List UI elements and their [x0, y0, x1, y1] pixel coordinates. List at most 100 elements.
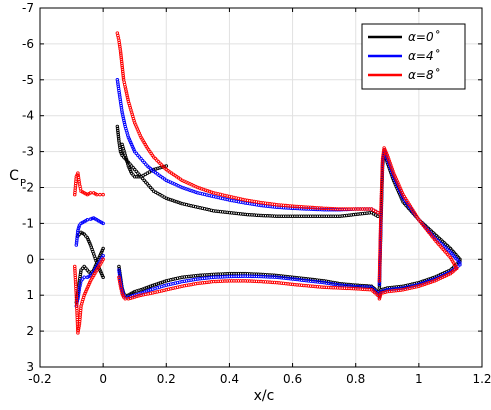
data-point [115, 124, 120, 129]
x-tick-label: 0.2 [157, 372, 176, 386]
data-point [120, 112, 125, 116]
data-point [458, 261, 462, 265]
legend: α=0˚ α=4˚ α=8˚ [361, 23, 466, 90]
data-point [75, 230, 80, 235]
data-point [458, 262, 462, 267]
data-point [116, 137, 121, 141]
data-point [137, 174, 141, 179]
data-point [377, 297, 382, 301]
data-point [119, 55, 123, 59]
data-point [123, 295, 127, 299]
data-point [116, 130, 120, 135]
data-point [121, 75, 126, 80]
data-point [101, 275, 105, 280]
data-point [95, 192, 99, 197]
data-point [85, 218, 90, 222]
data-point [75, 237, 79, 241]
data-point [88, 217, 93, 221]
x-tick-label: 1 [415, 372, 423, 386]
data-point [76, 228, 80, 233]
data-point [82, 275, 86, 280]
y-axis-title-subscript: P [20, 178, 26, 189]
legend-label: α=0˚ [408, 29, 440, 44]
data-points [72, 31, 462, 335]
data-point [77, 225, 81, 229]
data-point [76, 227, 81, 231]
y-tick-label: -7 [22, 1, 34, 15]
data-point [454, 266, 459, 271]
data-point [118, 51, 123, 55]
data-point [124, 89, 128, 93]
data-point [119, 59, 124, 64]
data-point [121, 69, 125, 74]
data-point [122, 118, 126, 123]
data-point [119, 53, 123, 57]
data-point [123, 87, 128, 91]
axis-ticks: -0.2 0 0.2 0.4 0.6 0.8 1 1.2 -7 -6 -5 -4 -3 -2 -1 0 1 2 3 [22, 1, 491, 386]
data-point [98, 192, 102, 197]
data-point [132, 174, 137, 179]
y-tick-label: 1 [26, 288, 34, 302]
data-point [101, 257, 105, 262]
data-point [126, 97, 130, 102]
x-tick-label: 1.2 [472, 372, 491, 386]
data-point [118, 49, 123, 53]
data-point [119, 57, 124, 62]
data-point [116, 134, 121, 139]
legend-label: α=8˚ [408, 67, 440, 82]
y-tick-label: -2 [22, 181, 34, 195]
x-tick-label: 0 [99, 372, 107, 386]
data-point [378, 293, 383, 297]
y-tick-label: -6 [22, 37, 34, 51]
data-point [101, 221, 105, 226]
data-point [120, 65, 125, 70]
series-ff0000 [72, 31, 459, 335]
data-point [74, 241, 79, 245]
y-axis-title-main: C [9, 168, 19, 184]
data-point [74, 243, 79, 247]
y-tick-label: -3 [22, 145, 34, 159]
data-point [101, 246, 105, 251]
data-point [135, 174, 139, 179]
data-point [378, 295, 382, 299]
y-tick-label: 2 [26, 324, 34, 338]
data-point [124, 91, 129, 95]
data-point [125, 93, 129, 97]
data-point [75, 239, 79, 243]
data-point [90, 216, 94, 221]
x-axis-title: x/c [254, 388, 275, 404]
data-point [376, 210, 380, 215]
data-point [121, 73, 125, 78]
data-point [101, 192, 105, 197]
data-point [125, 95, 130, 99]
data-point [120, 61, 124, 66]
y-tick-label: -5 [22, 73, 34, 87]
data-point [376, 214, 380, 218]
x-tick-label: -0.2 [28, 372, 51, 386]
data-point [121, 71, 125, 76]
data-point [88, 191, 93, 195]
x-tick-label: 0.8 [346, 372, 365, 386]
y-tick-label: -4 [22, 109, 34, 123]
data-point [120, 67, 125, 72]
data-point [120, 63, 124, 68]
data-point [121, 116, 126, 121]
data-point [75, 234, 79, 239]
x-tick-label: 0.4 [220, 372, 239, 386]
data-point [115, 126, 120, 131]
data-point [101, 253, 105, 258]
data-point [120, 110, 124, 114]
data-point [121, 114, 125, 118]
y-axis-title: C P [9, 168, 26, 189]
data-point [123, 122, 127, 127]
data-point [123, 85, 127, 89]
y-tick-label: 3 [26, 360, 34, 374]
y-tick-label: -1 [22, 216, 34, 230]
data-point [116, 132, 120, 137]
y-tick-label: 0 [26, 252, 34, 266]
data-point [116, 128, 120, 133]
x-tick-label: 0.6 [283, 372, 302, 386]
data-point [123, 297, 127, 301]
